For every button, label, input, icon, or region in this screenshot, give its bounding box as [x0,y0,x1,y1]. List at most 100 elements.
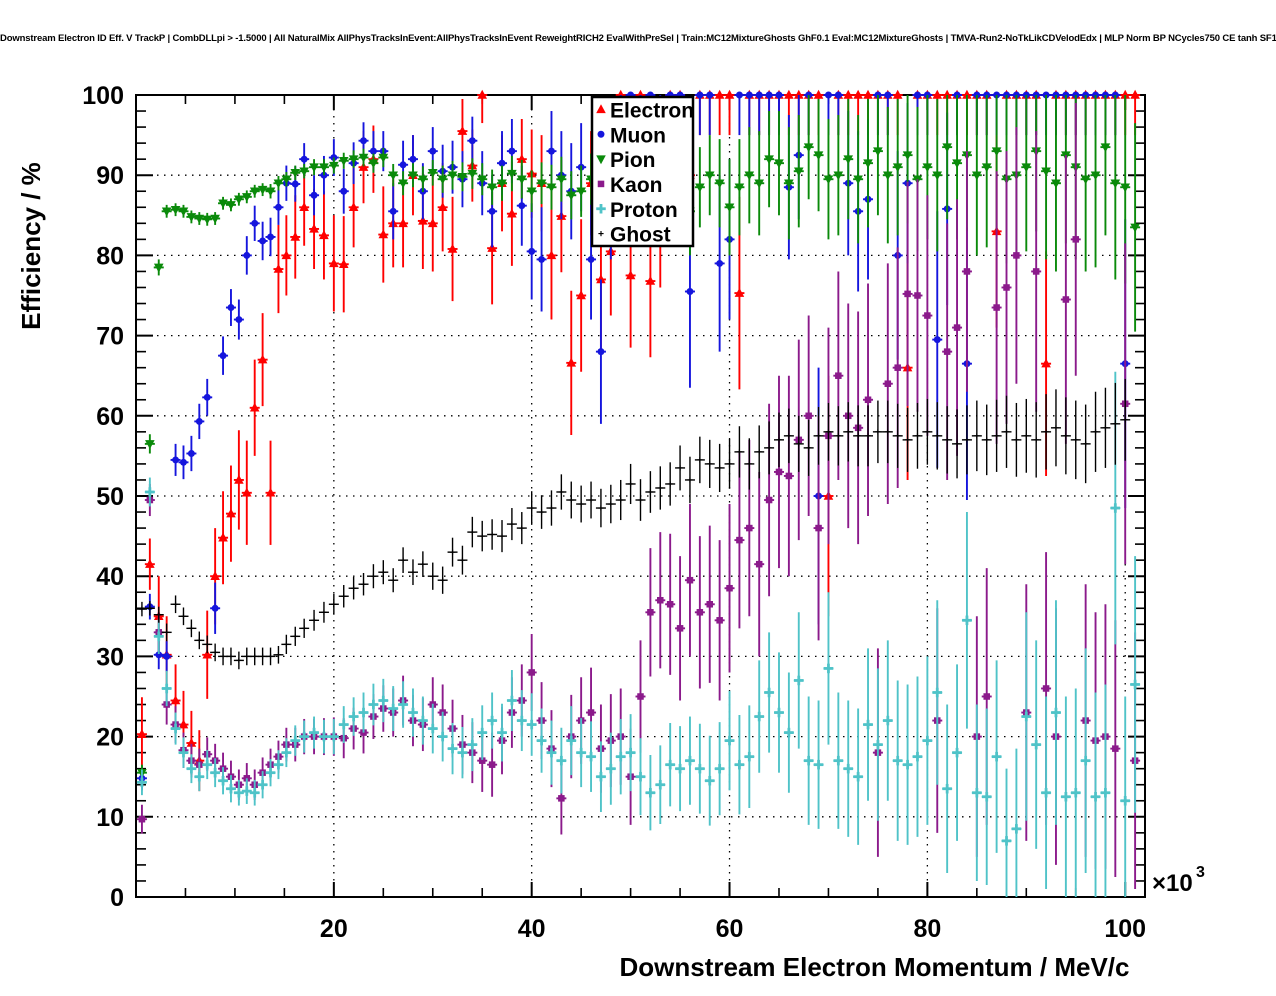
marker-triangle-down [1090,171,1101,181]
marker-triangle-up [724,89,735,99]
marker-circle [706,91,714,99]
y-tick-label: 90 [96,162,124,190]
marker-triangle-down [368,159,379,169]
marker-triangle-up [210,571,220,580]
marker-triangle-up [546,250,557,260]
marker-dot [244,653,250,659]
marker-cross [249,787,260,798]
marker-dot [628,481,634,487]
marker-cross [972,787,982,798]
marker-triangle-up [319,230,329,240]
marker-triangle-up [853,89,863,99]
y-tick-label: 50 [96,483,124,511]
marker-cross [398,699,408,710]
marker-cross [952,747,962,758]
legend-entry-kaon[interactable]: Kaon [597,174,663,197]
marker-cross [714,763,725,774]
marker-triangle-down [556,175,567,185]
marker-cross [281,747,292,758]
marker-dot [236,657,242,664]
marker-cross [526,719,537,730]
legend-label: Proton [610,199,678,222]
marker-cross [299,731,309,742]
marker-circle [227,304,235,312]
marker-dot [865,433,871,439]
marker-triangle-up [437,202,448,212]
marker-triangle-down [427,169,438,178]
marker-triangle-down [873,147,883,157]
marker-triangle-down [823,175,834,185]
marker-square [138,815,146,823]
marker-cross [1031,739,1041,750]
marker-triangle-up [226,508,236,518]
marker-triangle-up [714,89,725,99]
legend-entry-muon[interactable]: Muon [597,124,666,147]
marker-triangle-up [942,89,952,99]
axis-titles: Downstream Electron Momentum / MeV/c Effi… [16,162,1129,982]
marker-cross [1110,503,1121,513]
marker-triangle-down [536,179,547,189]
marker-dot [924,429,930,435]
marker-triangle-down [1130,223,1140,233]
marker-triangle-down [281,175,292,185]
marker-triangle-up [487,242,497,252]
marker-square [983,693,990,700]
legend-entry-proton[interactable]: Proton [596,199,678,222]
marker-circle [155,651,163,659]
marker-dot [568,497,574,503]
marker-square [1062,296,1070,303]
marker-triangle-down [526,187,537,197]
marker-cross [145,487,155,497]
marker-square [943,348,951,355]
marker-circle [195,417,203,425]
marker-dot [1033,437,1039,443]
marker-dot [786,433,792,439]
marker-cross [517,715,527,726]
y-tick-label: 100 [82,82,124,110]
marker-square [587,709,595,716]
marker-cross [194,771,205,782]
marker-cross [154,631,164,642]
marker-triangle-down [202,215,213,225]
marker-cross [774,707,784,718]
y-tick-label: 80 [96,242,124,270]
legend-entry-ghost[interactable]: Ghost [598,224,671,247]
marker-circle [834,91,842,99]
marker-triangle-down [546,183,557,193]
marker-cross [309,727,319,738]
marker-cross [536,735,547,746]
marker-dot [519,525,525,531]
marker-circle [300,155,308,163]
marker-triangle-down [329,161,339,171]
marker-triangle-down [596,155,606,165]
marker-cross [843,763,853,774]
marker-cross [290,735,301,746]
marker-cross [892,755,903,766]
marker-triangle-down [273,179,284,189]
marker-cross [724,735,735,746]
marker-square [686,576,694,584]
marker-triangle-down [186,213,197,223]
marker-dot [1063,433,1069,439]
marker-cross [1090,792,1101,802]
marker-square [528,669,535,676]
marker-cross [744,751,755,762]
marker-dot [440,577,446,583]
marker-square [785,472,793,480]
marker-triangle-down [249,187,260,197]
marker-cross [265,767,276,778]
marker-triangle-up [309,223,319,233]
marker-triangle-up [178,719,189,729]
marker-triangle-down [218,199,228,209]
marker-triangle-up [170,695,181,705]
legend-entry-pion[interactable]: Pion [596,149,656,172]
marker-triangle-down [358,153,369,163]
marker-dot [736,449,743,455]
legend-entry-electron[interactable]: Electron [596,99,694,122]
marker-circle [243,251,251,259]
marker-circle [203,393,211,401]
marker-triangle-down [704,171,715,181]
marker-triangle-up [329,258,339,268]
marker-cross [226,783,236,794]
